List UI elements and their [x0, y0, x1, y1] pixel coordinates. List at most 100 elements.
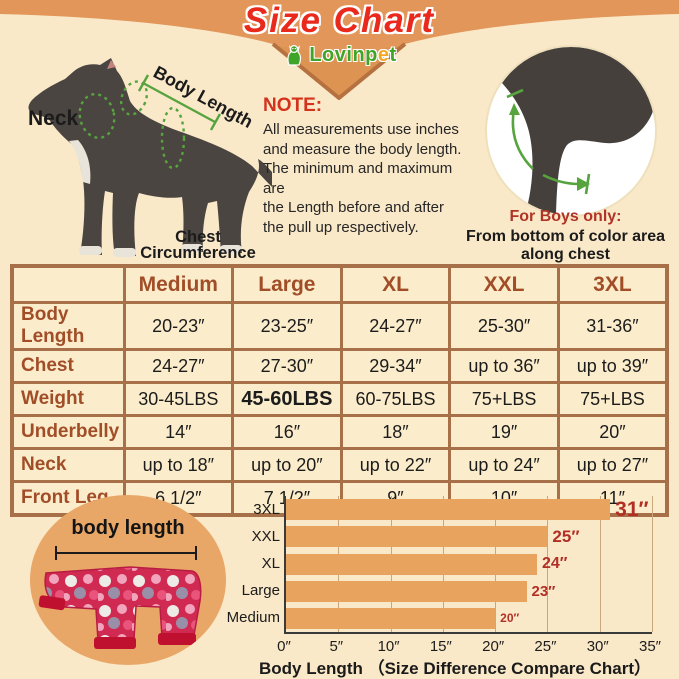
dog-chest-illustration	[487, 47, 655, 215]
body-length-bracket	[137, 74, 222, 131]
bar-category-label-3xl: 3XL	[253, 500, 280, 518]
row-label: Body Length	[10, 301, 126, 351]
banner-ribbon-point	[273, 44, 405, 98]
chest-label-line2: Circumference	[140, 244, 256, 262]
garment-circle: body length	[30, 495, 226, 665]
table-cell: 75+LBS	[448, 381, 560, 417]
neck-label: Neck	[28, 107, 79, 130]
bar-value-label: 31″	[615, 498, 649, 522]
table-cell: up to 22″	[339, 447, 452, 483]
table-cell: 45-60LBS	[231, 381, 343, 417]
size-column-header-xl: XL	[339, 264, 452, 304]
withers-measure-ellipse	[119, 80, 149, 116]
dog-chest-patch	[69, 140, 91, 184]
boys-measure-arrows	[506, 88, 591, 195]
x-tick-label: 30″	[586, 638, 609, 655]
boys-note-body: From bottom of color area along chest	[465, 228, 666, 263]
measure-tick-top	[506, 88, 524, 99]
chest-label-line1: Chest	[175, 228, 221, 246]
table-cell: 31-36″	[556, 301, 669, 351]
table-cell: 19″	[448, 414, 560, 450]
table-row: Chest 24-27″ 27-30″ 29-34″ up to 36″ up to 39…	[10, 348, 669, 384]
size-column-header-3xl: 3XL	[556, 264, 669, 304]
table-cell: 30-45LBS	[122, 381, 235, 417]
brand-logo: Lovinpet	[0, 43, 679, 67]
table-cell: 75+LBS	[556, 381, 669, 417]
table-cell: up to 36″	[448, 348, 560, 384]
x-tick-label: 35″	[639, 638, 661, 655]
size-table-header-row: Medium Large XL XXL 3XL	[10, 264, 669, 304]
note-block: NOTE: All measurements use inches and me…	[263, 95, 478, 237]
table-cell: 29-34″	[339, 348, 452, 384]
table-row: Neck up to 18″ up to 20″ up to 22″ up to 24″…	[10, 447, 669, 483]
table-cell: 27-30″	[231, 348, 343, 384]
dog-measure-diagram: Neck Body Length Chest Circumference	[28, 58, 272, 262]
dog-illustration	[28, 58, 272, 257]
brand-name: Lovinpet	[309, 43, 397, 66]
chest-measure-ellipse	[160, 106, 186, 170]
measure-tick-bottom	[584, 173, 591, 195]
body-length-label: Body Length	[150, 62, 256, 132]
pajama-cuffs	[38, 595, 196, 649]
table-cell: up to 24″	[448, 447, 560, 483]
banner-shape	[0, 0, 679, 58]
bar-value-label: 23″	[531, 582, 556, 600]
body-length-measure-line	[55, 546, 197, 560]
x-tick-label: 10″	[377, 638, 400, 655]
row-label: Underbelly	[10, 414, 126, 450]
gridline	[599, 496, 601, 632]
gridline	[652, 496, 653, 632]
table-cell: 23-25″	[231, 301, 343, 351]
garment-body-length-label: body length	[71, 517, 185, 539]
bar-3xl	[286, 499, 611, 521]
chart-xaxis-label: Body Length （Size Difference Compare Cha…	[258, 659, 651, 678]
arrowhead-up-icon	[509, 103, 520, 115]
arrow-right	[542, 173, 580, 186]
table-cell: up to 18″	[122, 447, 235, 483]
row-label: Neck	[10, 447, 126, 483]
table-cell: 14″	[122, 414, 235, 450]
table-cell: up to 27″	[556, 447, 669, 483]
bar-large	[286, 580, 527, 602]
chart-plot-area: 31″ 25″ 24″ 23″ 20″	[284, 496, 653, 634]
x-tick-label: 20″	[482, 638, 505, 655]
bar-category-label-xl: XL	[261, 555, 280, 572]
bar-xxl	[286, 526, 548, 548]
table-cell: 16″	[231, 414, 343, 450]
table-corner-cell	[10, 264, 126, 304]
arrowhead-right-icon	[577, 177, 590, 191]
table-row: Body Length 20-23″ 23-25″ 24-27″ 25-30″ 31-36…	[10, 301, 669, 351]
dog-ear	[107, 60, 116, 69]
bar-value-label: 25″	[552, 527, 580, 547]
dog-paws	[79, 244, 242, 257]
bar-xl	[286, 553, 537, 575]
table-cell: up to 39″	[556, 348, 669, 384]
table-cell: 24-27″	[339, 301, 452, 351]
size-column-header-xxl: XXL	[448, 264, 560, 304]
table-cell: 20-23″	[122, 301, 235, 351]
gridline	[547, 496, 549, 632]
table-row: Underbelly 14″ 16″ 18″ 19″ 20″	[10, 414, 669, 450]
pajama-illustration	[38, 546, 202, 649]
x-tick-label: 5″	[329, 638, 344, 655]
boys-note: For Boys only: From bottom of color area…	[452, 208, 679, 264]
note-heading: NOTE:	[263, 95, 323, 116]
table-cell: 25-30″	[448, 301, 560, 351]
size-table: Medium Large XL XXL 3XL Body Length 20-23″ 23-…	[10, 264, 669, 517]
x-tick-label: 15″	[429, 638, 452, 655]
page-title: Size Chart	[243, 1, 436, 40]
note-body: All measurements use inches and measure …	[263, 121, 462, 236]
size-column-header-large: Large	[231, 264, 343, 304]
bar-category-label-medium: Medium	[226, 609, 280, 627]
bar-category-label-large: Large	[241, 582, 280, 600]
lovinpet-dog-icon	[287, 44, 302, 66]
body-length-compare-chart: 31″ 25″ 24″ 23″ 20″ Body Length （Size Differ…	[227, 492, 674, 678]
curved-arrow-up	[511, 108, 534, 170]
row-label: Chest	[10, 348, 126, 384]
x-tick-label: 25″	[534, 638, 557, 655]
boys-measure-circle	[487, 47, 655, 215]
table-cell: 20″	[556, 414, 669, 450]
x-tick-label: 0″	[277, 638, 291, 655]
table-cell: up to 20″	[231, 447, 343, 483]
bar-medium	[286, 607, 496, 629]
